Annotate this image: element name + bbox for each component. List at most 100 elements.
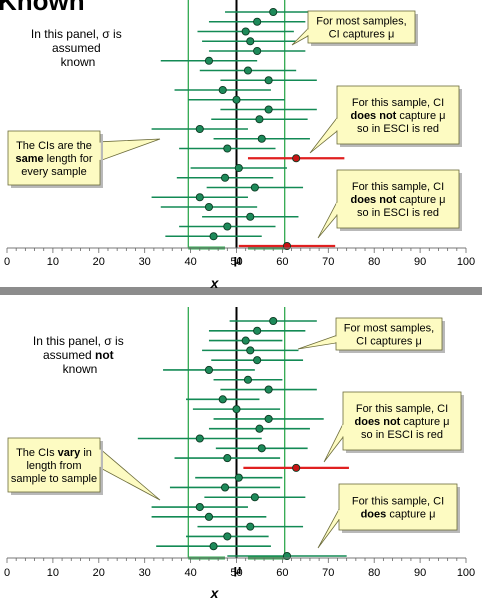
sample-mean-point bbox=[204, 56, 214, 65]
sample-mean-point bbox=[257, 134, 266, 143]
sample-mean-point bbox=[204, 202, 214, 212]
tick-label: 40 bbox=[184, 256, 196, 268]
sample-mean-point bbox=[243, 375, 253, 384]
tick-label: 20 bbox=[93, 567, 105, 579]
tick-label: 30 bbox=[139, 567, 151, 579]
tick-label: 100 bbox=[457, 256, 475, 268]
callout-run: does not bbox=[355, 416, 401, 428]
callout-pointer bbox=[317, 201, 338, 239]
callout-run: For this sample, CI bbox=[352, 496, 444, 508]
callout-pointer bbox=[297, 335, 337, 350]
callout-run: sample to sample bbox=[11, 473, 97, 485]
sample-mean-point bbox=[246, 212, 255, 221]
sample-mean-point bbox=[253, 46, 262, 56]
callout: For most samples, CI captures μ bbox=[297, 317, 445, 353]
sample-mean-point bbox=[241, 27, 250, 36]
sample-mean-point bbox=[253, 356, 262, 365]
sample-mean-point bbox=[264, 76, 273, 85]
callout-line: For this sample, CI bbox=[356, 403, 448, 415]
callout-box bbox=[338, 483, 458, 531]
mu-axis-label: μ bbox=[234, 252, 242, 267]
sample-mean-point bbox=[232, 95, 241, 104]
tick-label: 80 bbox=[368, 567, 380, 579]
sample-mean-point bbox=[223, 454, 232, 463]
tick-label: 70 bbox=[322, 256, 334, 268]
sample-mean-point bbox=[255, 424, 264, 433]
sample-mean-point bbox=[282, 551, 292, 561]
ci-plot: 0 10 20 30 40 50 60 70 80 90 100 μx bbox=[4, 307, 475, 601]
callout-line: so in ESCI is red bbox=[357, 207, 439, 219]
callout-box bbox=[342, 391, 462, 451]
callout-run: so in ESCI is red bbox=[357, 207, 439, 219]
callout-run: capture μ bbox=[386, 509, 435, 521]
callout-text: For this sample, CI does not capture μ so … bbox=[351, 181, 446, 219]
callout-run: capture μ bbox=[396, 194, 445, 206]
callout-line: does capture μ bbox=[361, 509, 436, 521]
tick-label: 40 bbox=[184, 567, 196, 579]
sample-mean-point bbox=[204, 512, 214, 521]
callout-box bbox=[307, 10, 416, 44]
callout-line: The CIs are the bbox=[16, 140, 92, 152]
callout-line: sample to sample bbox=[11, 473, 97, 485]
callout-pointer bbox=[291, 27, 309, 46]
tick-label: 10 bbox=[47, 256, 59, 268]
sample-mean-point bbox=[246, 37, 255, 46]
sample-mean-point bbox=[255, 115, 264, 124]
sample-mean-point bbox=[195, 502, 204, 512]
callout: For this sample, CI does capture μ bbox=[317, 483, 460, 549]
sample-mean-point bbox=[253, 326, 262, 335]
tick-label: 60 bbox=[276, 256, 288, 268]
sample-mean-point bbox=[250, 183, 259, 192]
sample-mean-point bbox=[223, 144, 232, 153]
callout-text: The CIs vary in length from sample to samp… bbox=[11, 447, 97, 485]
callout-text: For most samples, CI captures μ bbox=[316, 16, 406, 41]
ci-plot: 0 10 20 30 40 50 60 70 80 90 100 μx bbox=[4, 0, 475, 291]
callout-text: For this sample, CI does not capture μ so … bbox=[355, 403, 450, 441]
callout: For most samples, CI captures μ bbox=[291, 10, 418, 46]
callout-run: length for bbox=[44, 153, 93, 165]
sample-mean-point bbox=[269, 316, 278, 326]
sample-mean-point bbox=[246, 522, 255, 531]
panel-divider bbox=[0, 287, 482, 295]
sample-mean-point bbox=[253, 17, 262, 26]
callout-line: For this sample, CI bbox=[352, 97, 444, 109]
tick-label: 0 bbox=[4, 256, 10, 268]
callout-box bbox=[336, 169, 460, 229]
sample-mean-point bbox=[282, 241, 292, 251]
callout-pointer bbox=[99, 138, 161, 162]
sample-mean-point bbox=[220, 483, 230, 492]
callout: For this sample, CI does not capture μ so … bbox=[317, 169, 462, 239]
callout-run: For this sample, CI bbox=[352, 97, 444, 109]
sample-mean-point bbox=[209, 542, 218, 551]
callout: The CIs are the same length for every samp… bbox=[7, 130, 161, 188]
callout-run: For most samples, bbox=[316, 16, 406, 28]
sample-mean-point bbox=[218, 395, 227, 404]
sample-mean-point bbox=[264, 105, 273, 114]
sample-mean-point bbox=[246, 346, 255, 355]
callout-line: For most samples, bbox=[344, 323, 434, 335]
tick-label: 90 bbox=[414, 567, 426, 579]
tick-label: 20 bbox=[93, 256, 105, 268]
callout-run: does bbox=[361, 509, 387, 521]
callout-box bbox=[336, 85, 460, 145]
callout-run: CI captures μ bbox=[329, 29, 395, 41]
callout-run: so in ESCI is red bbox=[357, 123, 439, 135]
sample-mean-point bbox=[195, 193, 204, 202]
callout-line: length from bbox=[26, 460, 81, 472]
callout-line: same length for bbox=[15, 153, 92, 165]
tick-label: 10 bbox=[47, 567, 59, 579]
callouts: For most samples, CI captures μ For this s… bbox=[7, 317, 464, 549]
sample-mean-point bbox=[264, 414, 273, 423]
callout-line: so in ESCI is red bbox=[357, 123, 439, 135]
callout-line: does not capture μ bbox=[351, 194, 446, 206]
panel-sigma-not-known: In this panel, σ is assumed not known 0 1… bbox=[4, 307, 475, 601]
callout-pointer bbox=[323, 423, 344, 463]
callout: The CIs vary in length from sample to samp… bbox=[7, 437, 161, 501]
callout-line: every sample bbox=[21, 166, 86, 178]
tick-label: 70 bbox=[322, 567, 334, 579]
tick-label: 100 bbox=[457, 567, 475, 579]
tick-label: 60 bbox=[276, 567, 288, 579]
sample-mean-point bbox=[292, 463, 301, 472]
callout-run: The CIs are the bbox=[16, 140, 92, 152]
